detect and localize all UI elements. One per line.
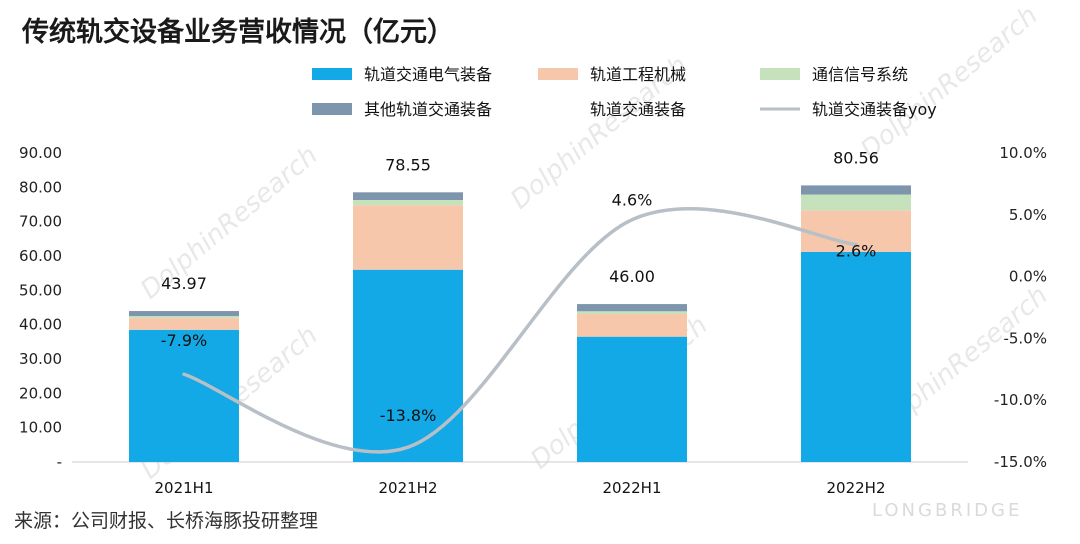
total-label: 78.55 (385, 155, 431, 174)
y-right-tick-label: -15.0% (994, 453, 1047, 471)
yoy-label: -13.8% (380, 406, 437, 425)
y-left-tick-label: 40.00 (19, 316, 62, 334)
y-left-tick-label: 70.00 (19, 213, 62, 231)
y-left-tick-label: 60.00 (19, 247, 62, 265)
yoy-label: -7.9% (161, 331, 207, 350)
legend-label-2: 通信信号系统 (812, 65, 908, 84)
legend-label-0: 轨道交通电气装备 (364, 65, 492, 84)
bar-rail_engineering (129, 318, 239, 330)
total-label: 43.97 (161, 274, 207, 293)
legend-label-4: 轨道交通装备 (590, 100, 686, 119)
yoy-label: 4.6% (612, 191, 653, 210)
y-left-tick-label: 50.00 (19, 281, 62, 299)
bar-signal (129, 316, 239, 319)
y-left-tick-label: 30.00 (19, 350, 62, 368)
y-right-tick-label: 10.0% (999, 144, 1047, 162)
bars (129, 185, 911, 462)
legend-swatch-0 (312, 68, 352, 80)
yoy-label: 2.6% (836, 241, 877, 260)
x-tick-label: 2021H1 (155, 479, 214, 497)
bar-rail_engineering (353, 205, 463, 270)
bar-rail_electric (353, 269, 463, 462)
bar-rail_engineering (577, 314, 687, 337)
x-tick-label: 2021H2 (379, 479, 438, 497)
legend-label-5: 轨道交通装备yoy (812, 100, 937, 119)
legend-label-3: 其他轨道交通装备 (364, 100, 492, 119)
y-right-tick-label: -5.0% (1003, 329, 1047, 347)
total-label: 46.00 (609, 267, 655, 286)
bar-signal (577, 311, 687, 315)
x-tick-label: 2022H1 (603, 479, 662, 497)
bar-signal (353, 200, 463, 206)
watermark-brand: LONGBRIDGE (872, 500, 1022, 521)
y-left-tick-label: 20.00 (19, 384, 62, 402)
x-tick-label: 2022H2 (827, 479, 886, 497)
data-labels: 43.97 78.55 46.00 80.56 -7.9% -13.8% 4.6% 2.6% (161, 148, 879, 425)
bar-rail_electric (129, 329, 239, 462)
bar-rail_electric (801, 251, 911, 462)
y-right-tick-label: -10.0% (994, 391, 1047, 409)
legend-swatch-3 (312, 103, 352, 115)
y-left-tick-label: 10.00 (19, 419, 62, 437)
bar-signal (801, 194, 911, 211)
source-note: 来源：公司财报、长桥海豚投研整理 (14, 510, 319, 532)
bar-other (353, 192, 463, 201)
y-right-tick-label: 0.0% (1009, 268, 1047, 286)
y-right-tick-label: 5.0% (1009, 206, 1047, 224)
total-label: 80.56 (833, 148, 879, 167)
y-left-tick-label: 90.00 (19, 144, 62, 162)
bar-other (129, 311, 239, 317)
yoy-line (182, 207, 858, 454)
bar-other (801, 185, 911, 195)
bar-rail_electric (577, 336, 687, 462)
yoy-line-layer (182, 207, 858, 454)
legend-swatch-2 (760, 68, 800, 80)
legend-swatch-1 (538, 68, 578, 80)
y-left-tick-label: 80.00 (19, 178, 62, 196)
legend-label-1: 轨道工程机械 (590, 65, 686, 84)
bar-other (577, 304, 687, 312)
chart-title: 传统轨交设备业务营收情况（亿元） (22, 17, 454, 48)
y-left-tick-label: - (57, 453, 62, 471)
